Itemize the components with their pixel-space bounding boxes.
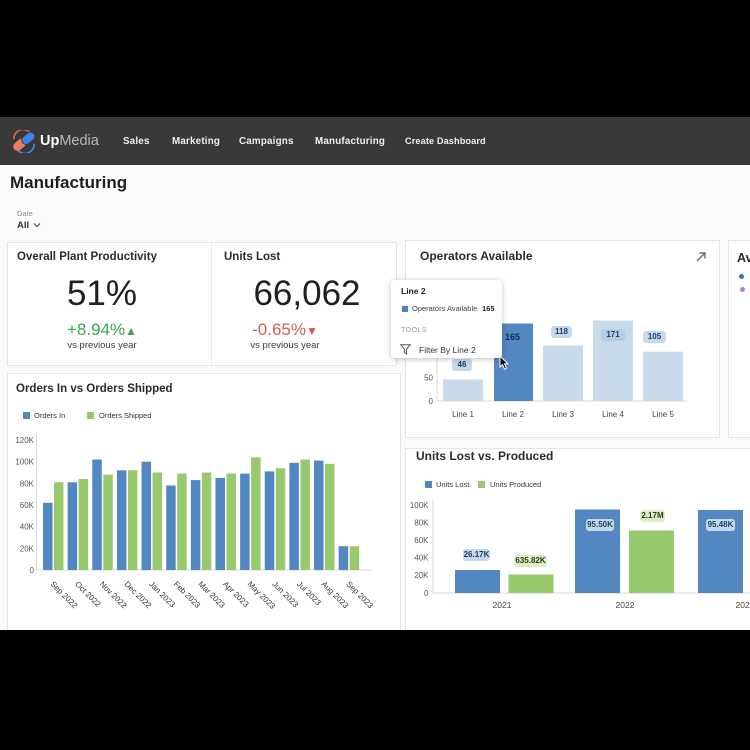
svg-text:100K: 100K bbox=[15, 458, 34, 467]
svg-text:60K: 60K bbox=[20, 501, 35, 510]
svg-text:Sep 2023: Sep 2023 bbox=[344, 580, 375, 611]
svg-text:80K: 80K bbox=[414, 518, 429, 527]
svg-text:20K: 20K bbox=[20, 544, 35, 553]
svg-text:20K: 20K bbox=[414, 571, 429, 580]
svg-text:80K: 80K bbox=[20, 479, 35, 488]
svg-text:Line 5: Line 5 bbox=[652, 410, 674, 419]
svg-text:2021: 2021 bbox=[493, 600, 512, 610]
svg-text:Line 1: Line 1 bbox=[452, 410, 474, 419]
svg-text:2023: 2023 bbox=[736, 600, 750, 610]
svg-text:60K: 60K bbox=[414, 536, 429, 545]
svg-text:0: 0 bbox=[30, 566, 35, 575]
svg-text:0: 0 bbox=[424, 589, 429, 598]
svg-text:Line 3: Line 3 bbox=[552, 410, 574, 419]
svg-text:Line 2: Line 2 bbox=[502, 410, 524, 419]
svg-text:2022: 2022 bbox=[616, 600, 635, 610]
svg-text:120K: 120K bbox=[15, 436, 34, 445]
svg-text:50: 50 bbox=[424, 374, 433, 383]
svg-text:40K: 40K bbox=[414, 554, 429, 563]
svg-text:Line 4: Line 4 bbox=[602, 410, 624, 419]
svg-text:100K: 100K bbox=[410, 501, 429, 510]
svg-text:40K: 40K bbox=[20, 523, 35, 532]
svg-text:0: 0 bbox=[429, 397, 434, 406]
